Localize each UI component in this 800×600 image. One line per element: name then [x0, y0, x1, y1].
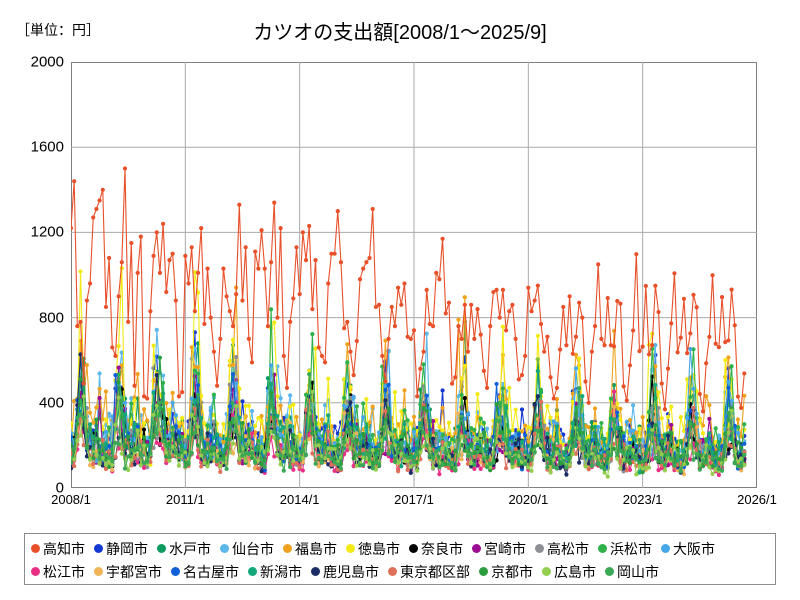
y-axis-tick-labels: 0 400 800 1200 1600 2000 [0, 0, 64, 600]
legend-item-鹿児島市[interactable]: 鹿児島市 [311, 565, 379, 579]
legend-label: 鹿児島市 [323, 563, 379, 580]
x-axis-tick: 2008/1 [51, 492, 91, 507]
x-axis-tick: 2014/1 [279, 492, 320, 507]
y-axis-tick: 800 [38, 309, 64, 327]
legend-marker-icon [31, 544, 40, 553]
legend-label: 宮崎市 [484, 540, 526, 557]
legend-item-徳島市[interactable]: 徳島市 [346, 542, 400, 556]
legend-marker-icon [479, 567, 488, 576]
legend-label: 徳島市 [358, 540, 400, 557]
chart-lines [71, 62, 757, 488]
legend-item-福島市[interactable]: 福島市 [283, 542, 337, 556]
legend-marker-icon [661, 544, 670, 553]
x-axis-tick: 2011/1 [165, 492, 205, 507]
legend-marker-icon [388, 567, 397, 576]
legend-marker-icon [409, 544, 418, 553]
legend-label: 京都市 [491, 563, 533, 580]
plot-area [71, 62, 757, 488]
legend-item-松江市[interactable]: 松江市 [31, 565, 85, 579]
legend-row-2: 松江市 宇都宮市 名古屋市 新潟市 鹿児島市 東京都区部 京都市 広島市 岡山市 [31, 560, 769, 583]
legend-marker-icon [94, 544, 103, 553]
legend-label: 松江市 [43, 563, 85, 580]
legend-label: 名古屋市 [183, 563, 239, 580]
legend-label: 宇都宮市 [106, 563, 162, 580]
legend-item-奈良市[interactable]: 奈良市 [409, 542, 463, 556]
legend-item-高松市[interactable]: 高松市 [535, 542, 589, 556]
legend-label: 新潟市 [260, 563, 302, 580]
chart-title: カツオの支出額[2008/1～2025/9] [253, 22, 547, 44]
x-axis-tick: 2020/1 [508, 492, 549, 507]
legend-item-新潟市[interactable]: 新潟市 [248, 565, 302, 579]
y-axis-tick: 2000 [30, 53, 64, 71]
legend-marker-icon [535, 544, 544, 553]
legend-label: 高知市 [43, 540, 85, 557]
legend-marker-icon [598, 544, 607, 553]
legend-row-1: 高知市 静岡市 水戸市 仙台市 福島市 徳島市 奈良市 宮崎市 高松市 浜松市 大阪市 [31, 537, 769, 560]
legend-marker-icon [94, 567, 103, 576]
legend-item-高知市[interactable]: 高知市 [31, 542, 85, 556]
legend-marker-icon [220, 544, 229, 553]
legend-marker-icon [605, 567, 614, 576]
y-axis-tick: 0 [55, 479, 64, 497]
y-axis-tick: 1200 [30, 223, 64, 241]
x-axis-tick-labels: 2008/1 2011/1 2014/1 2017/1 2020/1 2023/1 2026… [0, 492, 800, 512]
legend-label: 広島市 [554, 563, 596, 580]
legend-item-静岡市[interactable]: 静岡市 [94, 542, 148, 556]
series-高知市 [71, 166, 747, 414]
x-axis-tick: 2017/1 [394, 492, 434, 507]
legend-item-広島市[interactable]: 広島市 [542, 565, 596, 579]
legend-item-宮崎市[interactable]: 宮崎市 [472, 542, 526, 556]
legend-item-水戸市[interactable]: 水戸市 [157, 542, 211, 556]
legend-marker-icon [346, 544, 355, 553]
legend-label: 高松市 [547, 540, 589, 557]
legend-label: 大阪市 [673, 540, 715, 557]
legend-label: 福島市 [295, 540, 337, 557]
legend-item-東京都区部[interactable]: 東京都区部 [388, 565, 470, 579]
legend-marker-icon [31, 567, 40, 576]
series-岡山市 [71, 372, 747, 474]
legend-label: 東京都区部 [400, 563, 470, 580]
legend-marker-icon [542, 567, 551, 576]
legend-item-岡山市[interactable]: 岡山市 [605, 565, 659, 579]
legend-item-仙台市[interactable]: 仙台市 [220, 542, 274, 556]
legend-label: 浜松市 [610, 540, 652, 557]
legend-label: 仙台市 [232, 540, 274, 557]
unit-label: ［単位：円］ [16, 22, 100, 38]
legend-label: 岡山市 [617, 563, 659, 580]
legend-item-京都市[interactable]: 京都市 [479, 565, 533, 579]
x-axis-tick: 2023/1 [622, 492, 663, 507]
legend-item-浜松市[interactable]: 浜松市 [598, 542, 652, 556]
y-axis-tick: 1600 [30, 138, 64, 156]
legend-item-名古屋市[interactable]: 名古屋市 [171, 565, 239, 579]
x-axis-tick: 2026/1 [737, 492, 777, 507]
legend-marker-icon [472, 544, 481, 553]
legend-marker-icon [157, 544, 166, 553]
legend-item-大阪市[interactable]: 大阪市 [661, 542, 715, 556]
legend-marker-icon [248, 567, 257, 576]
legend-label: 奈良市 [421, 540, 463, 557]
legend-marker-icon [311, 567, 320, 576]
chart-legend: 高知市 静岡市 水戸市 仙台市 福島市 徳島市 奈良市 宮崎市 高松市 浜松市 大阪市松江市 宇都宮市… [24, 533, 776, 585]
legend-item-宇都宮市[interactable]: 宇都宮市 [94, 565, 162, 579]
legend-marker-icon [171, 567, 180, 576]
legend-label: 水戸市 [169, 540, 211, 557]
legend-marker-icon [283, 544, 292, 553]
legend-label: 静岡市 [106, 540, 148, 557]
y-axis-tick: 400 [38, 394, 64, 412]
